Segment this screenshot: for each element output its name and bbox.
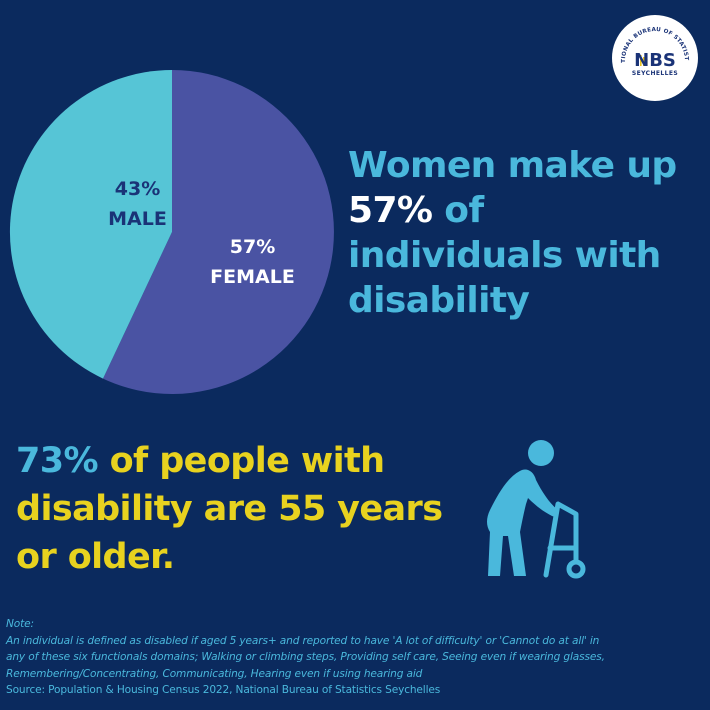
age-stat: 73% of people with disability are 55 yea…	[16, 437, 486, 581]
age-stat-line-3: or older.	[16, 537, 175, 577]
age-stat-line-2: disability are 55 years	[16, 489, 443, 529]
headline-line-2: 57% of	[348, 188, 708, 233]
headline-highlight: 57%	[348, 190, 433, 231]
pie-slice-female	[103, 70, 334, 394]
age-stat-line-1-rest: of people with	[97, 441, 385, 481]
age-stat-line-1: 73% of people with	[16, 437, 486, 485]
headline-line-4: disability	[348, 280, 530, 321]
headline: Women make up 57% of individuals with di…	[348, 143, 708, 323]
note-source: Source: Population & Housing Census 2022…	[6, 684, 441, 696]
note-line-2: any of these six functionals domains; Wa…	[6, 651, 605, 663]
female-percent: 57%	[229, 236, 276, 258]
elderly-person-with-walker-icon	[487, 440, 586, 579]
nbs-logo: NATIONAL BUREAU OF STATISTICS NBS SEYCHE…	[612, 15, 698, 101]
logo-sub-text: SEYCHELLES	[632, 70, 678, 77]
male-label: MALE	[108, 208, 167, 230]
nbs-logo-mark: NATIONAL BUREAU OF STATISTICS NBS SEYCHE…	[612, 15, 689, 77]
headline-line-1: Women make up	[348, 145, 677, 186]
age-stat-percent: 73%	[16, 441, 99, 481]
note-line-1: An individual is defined as disabled if …	[6, 634, 600, 647]
note-heading: Note:	[6, 618, 34, 630]
footnote: Note: An individual is defined as disabl…	[6, 616, 710, 699]
female-label: FEMALE	[210, 266, 295, 288]
headline-line-2-rest: of	[432, 190, 484, 231]
pie-label-male: 43% MALE	[70, 174, 205, 234]
pie-slice-male	[9, 69, 173, 379]
note-line-3: Remembering/Concentrating, Communicating…	[6, 667, 423, 680]
logo-mark-text: NBS	[634, 50, 676, 71]
sex-pie-chart	[9, 69, 334, 394]
headline-line-3: individuals with	[348, 235, 661, 276]
male-percent: 43%	[114, 178, 161, 200]
pie-label-female: 57% FEMALE	[185, 232, 320, 292]
